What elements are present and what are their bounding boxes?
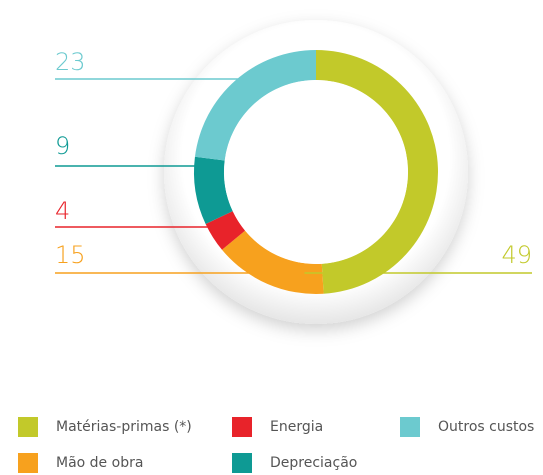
data-label: 4: [55, 197, 70, 225]
legend-swatch: [400, 417, 420, 437]
legend-swatch: [18, 417, 38, 437]
legend-label: Outros custos: [438, 419, 534, 435]
legend-swatch: [18, 453, 38, 473]
donut-slice: [316, 50, 438, 294]
donut-hole: [224, 80, 408, 264]
legend-swatch: [232, 453, 252, 473]
legend-label: Depreciação: [270, 455, 357, 471]
legend-label: Energia: [270, 419, 323, 435]
data-label: 9: [55, 132, 70, 160]
legend-label: Mão de obra: [56, 455, 143, 471]
data-label: 23: [55, 48, 86, 76]
donut-slice: [194, 156, 233, 224]
legend-swatch: [232, 417, 252, 437]
donut-slice: [205, 211, 246, 250]
donut-slice: [221, 230, 324, 294]
data-label: 49: [501, 241, 532, 269]
legend-label: Matérias-primas (*): [56, 419, 192, 435]
donut-slice: [194, 50, 316, 161]
data-label: 15: [55, 241, 86, 269]
